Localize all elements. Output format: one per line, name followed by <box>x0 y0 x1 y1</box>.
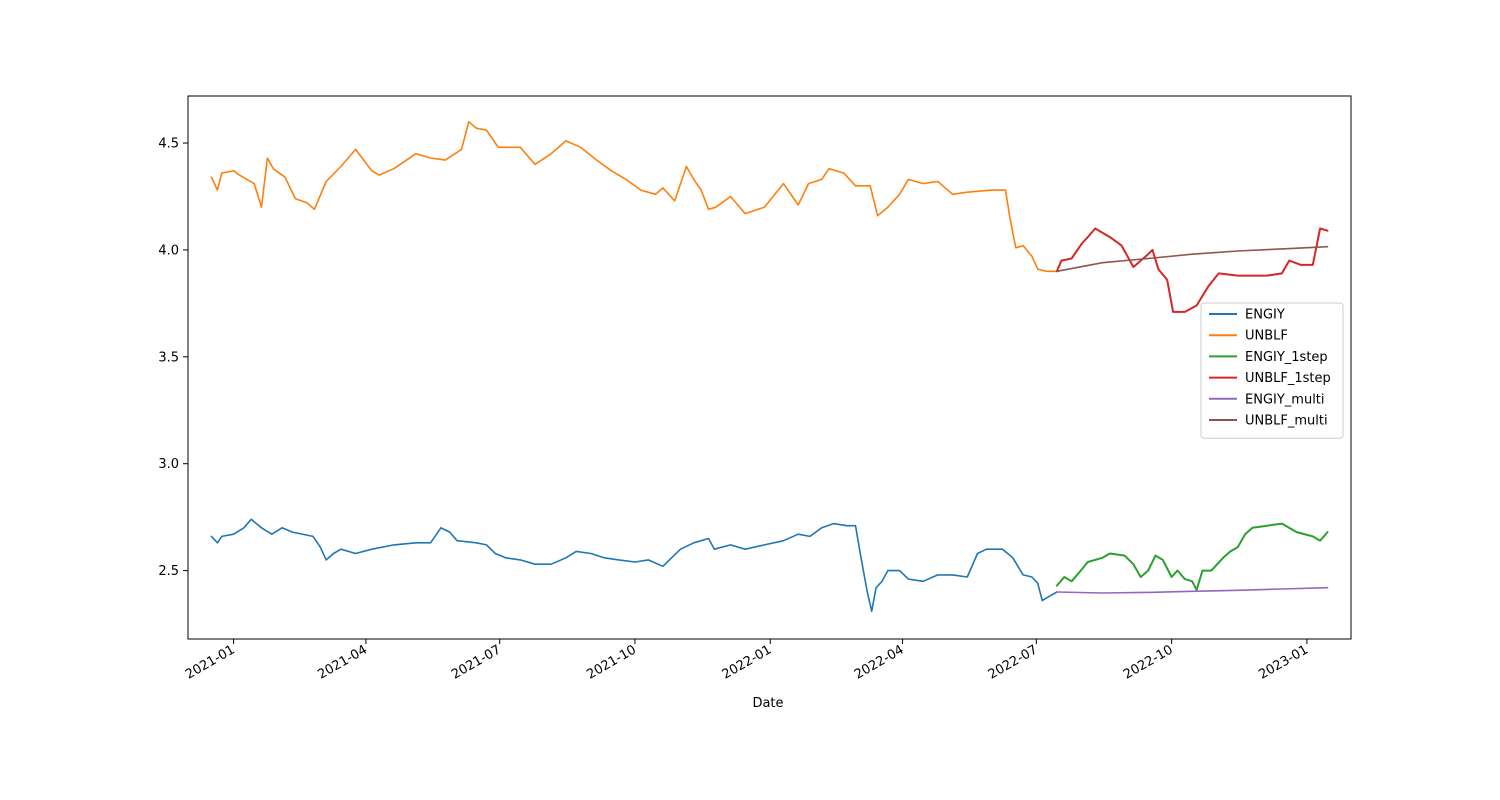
series-line-engiy <box>210 518 1058 612</box>
y-axis: 2.5 3.0 3.5 4.0 4.5 <box>158 137 188 579</box>
legend: ENGIY UNBLF ENGIY_1step UNBLF_1step ENGIY_mu… <box>1200 302 1344 439</box>
plot-frame <box>187 95 1352 640</box>
series-line-engiy-1step <box>1055 522 1329 591</box>
x-axis-title: Date <box>752 696 783 711</box>
series-layer <box>210 120 1329 612</box>
series-line-unblf <box>210 120 1058 273</box>
x-tick-label: 2022-01 <box>720 642 775 682</box>
plot-area <box>188 96 1351 639</box>
y-tick-label: 2.5 <box>158 564 179 579</box>
x-tick-label: 2021-07 <box>449 642 504 682</box>
x-axis: 2021-01 2021-04 2021-07 2021-10 2022-01 2022-… <box>183 639 1311 683</box>
legend-label: ENGIY_multi <box>1245 392 1325 407</box>
legend-frame <box>1200 302 1344 439</box>
series-line-engiy-multi <box>1056 586 1329 594</box>
x-tick-label: 2022-04 <box>852 642 907 682</box>
y-tick-label: 3.0 <box>158 457 179 472</box>
x-tick-label: 2021-01 <box>183 642 238 682</box>
legend-label: ENGIY_1step <box>1245 350 1328 365</box>
legend-label: ENGIY <box>1245 308 1285 323</box>
y-tick-label: 4.5 <box>158 137 179 152</box>
x-tick-label: 2022-07 <box>986 642 1041 682</box>
x-tick-label: 2022-10 <box>1121 642 1176 682</box>
legend-label: UNBLF_multi <box>1245 414 1328 429</box>
x-tick-label: 2021-04 <box>315 642 370 682</box>
series-line-unblf-1step <box>1055 227 1329 313</box>
legend-label: UNBLF_1step <box>1245 371 1331 386</box>
legend-label: UNBLF <box>1245 329 1288 344</box>
x-tick-label: 2021-10 <box>584 642 639 682</box>
series-line-unblf-multi <box>1056 245 1329 273</box>
y-tick-label: 4.0 <box>158 243 179 258</box>
x-tick-label: 2023-01 <box>1256 642 1311 682</box>
y-tick-label: 3.5 <box>158 350 179 365</box>
